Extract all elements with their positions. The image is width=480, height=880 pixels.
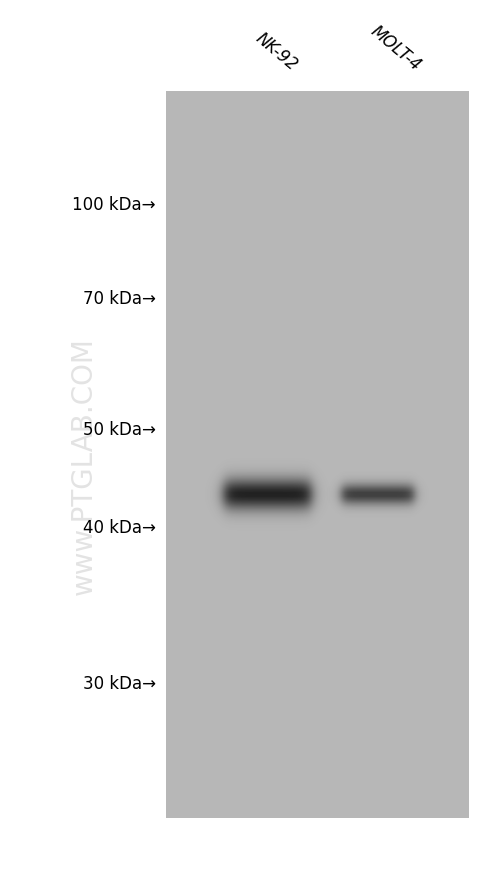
Text: 50 kDa→: 50 kDa→ xyxy=(83,421,156,439)
Bar xyxy=(166,92,468,818)
Text: NK-92: NK-92 xyxy=(252,30,301,75)
Text: www.PTGLAB.COM: www.PTGLAB.COM xyxy=(70,337,98,596)
Text: 40 kDa→: 40 kDa→ xyxy=(83,519,156,537)
Text: 30 kDa→: 30 kDa→ xyxy=(83,675,156,693)
Text: 70 kDa→: 70 kDa→ xyxy=(83,290,156,308)
Text: 100 kDa→: 100 kDa→ xyxy=(72,196,156,214)
Text: MOLT-4: MOLT-4 xyxy=(367,23,425,75)
